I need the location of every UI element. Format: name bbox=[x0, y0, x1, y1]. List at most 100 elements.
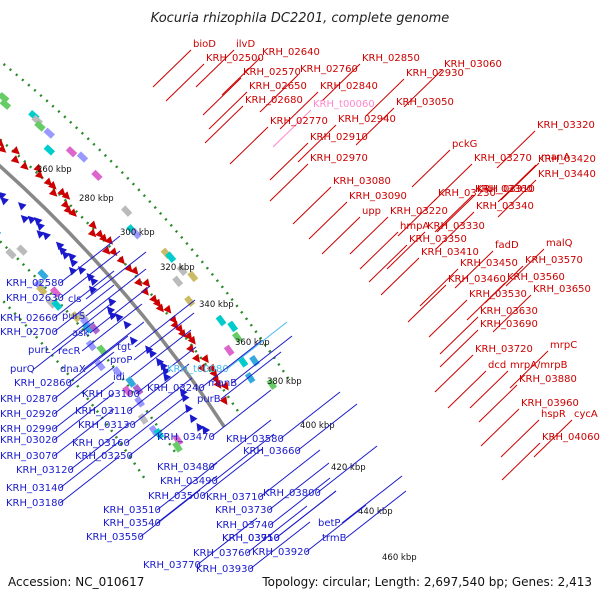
kbp-tick-label: 440 kbp bbox=[358, 507, 393, 517]
forward-label-leader bbox=[359, 231, 399, 270]
reverse-gene-label: KRH_02700 bbox=[0, 327, 58, 338]
forward-gene-mark bbox=[33, 163, 42, 173]
forward-gene-label: pckG bbox=[452, 139, 477, 150]
forward-gene-mark bbox=[0, 144, 7, 153]
forward-label-leader bbox=[403, 69, 443, 108]
forward-gene-label: KRH_03530 bbox=[469, 289, 527, 300]
reverse-label-leader bbox=[53, 351, 115, 400]
forward-feature-tile bbox=[187, 270, 199, 283]
reverse-gene-mark bbox=[179, 387, 188, 397]
forward-gene-mark bbox=[155, 303, 164, 313]
reverse-gene-label: KRH_03540 bbox=[103, 518, 161, 529]
forward-gene-mark bbox=[19, 161, 29, 170]
reverse-gene-mark bbox=[185, 404, 193, 414]
reverse-feature-tile bbox=[51, 299, 63, 311]
reverse-gene-label: KRH_03580 bbox=[226, 434, 284, 445]
forward-gene-mark bbox=[61, 191, 71, 200]
reverse-gene-label: KRH_03750 bbox=[222, 533, 280, 544]
reverse-gene-label: tgt bbox=[117, 342, 131, 353]
forward-gene-label: malQ bbox=[546, 238, 573, 249]
forward-label-leader bbox=[505, 248, 545, 287]
forward-gene-mark bbox=[57, 187, 66, 197]
reverse-label-leader bbox=[226, 321, 288, 370]
reverse-label-leader bbox=[200, 340, 262, 389]
forward-label-leader bbox=[202, 77, 242, 116]
reverse-label-leader bbox=[210, 419, 272, 468]
forward-label-leader bbox=[434, 354, 474, 393]
reverse-gene-label: manB bbox=[208, 378, 237, 389]
forward-label-leader bbox=[292, 186, 332, 225]
forward-feature-tile bbox=[172, 275, 184, 288]
reverse-gene-label: cls bbox=[68, 294, 82, 305]
forward-label-leader bbox=[509, 350, 549, 389]
guide-ring bbox=[0, 59, 293, 384]
reverse-gene-label: KRH_03100 bbox=[82, 389, 140, 400]
reverse-gene-mark bbox=[163, 372, 172, 382]
forward-label-leader bbox=[208, 91, 248, 130]
forward-gene-mark bbox=[63, 205, 72, 214]
forward-label-leader bbox=[386, 231, 426, 270]
kbp-tick-label: 360 kbp bbox=[235, 338, 270, 348]
reverse-label-leader bbox=[231, 335, 293, 384]
forward-label-leader bbox=[419, 268, 459, 307]
forward-label-leader bbox=[501, 442, 541, 481]
reverse-gene-mark bbox=[58, 246, 68, 256]
reverse-feature-tile bbox=[49, 286, 62, 298]
forward-gene-mark bbox=[184, 331, 193, 341]
reverse-gene-mark bbox=[181, 393, 190, 403]
forward-gene-mark bbox=[68, 208, 77, 217]
forward-gene-mark bbox=[163, 304, 172, 314]
forward-label-leader bbox=[297, 124, 337, 163]
forward-gene-mark bbox=[206, 363, 215, 373]
reverse-gene-mark bbox=[36, 222, 45, 231]
forward-gene-mark bbox=[101, 246, 111, 255]
forward-gene-label: KRH_03440 bbox=[538, 169, 596, 180]
reverse-gene-label: KRH_02920 bbox=[0, 409, 58, 420]
reverse-gene-mark bbox=[109, 311, 118, 321]
forward-gene-label: KRH_02500 bbox=[206, 53, 264, 64]
reverse-label-leader bbox=[196, 517, 258, 566]
forward-label-leader bbox=[480, 408, 520, 447]
reverse-label-leader bbox=[305, 504, 367, 553]
reverse-feature-tile bbox=[85, 339, 97, 352]
forward-gene-mark bbox=[186, 344, 195, 353]
reverse-gene-label: KRH_02630 bbox=[6, 293, 64, 304]
forward-gene-label: KRH_02930 bbox=[406, 68, 464, 79]
reverse-label-leader bbox=[156, 475, 218, 524]
forward-gene-mark bbox=[109, 247, 118, 257]
reverse-gene-label: KRH_t00080 bbox=[167, 364, 229, 375]
forward-gene-label: KRH_03320 bbox=[537, 120, 595, 131]
forward-label-leader bbox=[321, 63, 361, 102]
reverse-gene-mark bbox=[189, 414, 198, 424]
forward-gene-label: cycA bbox=[574, 409, 598, 420]
forward-gene-label: KRH_02970 bbox=[310, 153, 368, 164]
forward-label-leader bbox=[497, 164, 537, 203]
reverse-gene-label: KRH_03550 bbox=[86, 532, 144, 543]
forward-gene-label: KRH_02770 bbox=[270, 116, 328, 127]
forward-gene-label: KRH_02940 bbox=[338, 114, 396, 125]
reverse-label-leader bbox=[53, 284, 115, 333]
kbp-tick-label: 380 kbp bbox=[267, 377, 302, 387]
forward-label-leader bbox=[365, 78, 405, 117]
reverse-gene-label: KRH_03500 bbox=[148, 491, 206, 502]
forward-label-leader bbox=[435, 211, 475, 250]
forward-label-leader bbox=[411, 149, 451, 188]
forward-label-leader bbox=[349, 216, 389, 255]
forward-label-leader bbox=[434, 194, 474, 233]
reverse-label-leader bbox=[341, 475, 403, 524]
reverse-gene-mark bbox=[202, 425, 211, 435]
forward-gene-mark bbox=[0, 138, 5, 147]
forward-gene-label: KRH_03720 bbox=[475, 344, 533, 355]
forward-gene-mark bbox=[149, 294, 158, 304]
forward-gene-label: KRH_03460 bbox=[448, 274, 506, 285]
forward-label-leader bbox=[195, 49, 235, 88]
forward-feature-tile bbox=[165, 251, 177, 263]
forward-gene-label: KRH_02840 bbox=[320, 81, 378, 92]
kbp-tick-label: 460 kbp bbox=[382, 553, 417, 563]
forward-label-leader bbox=[221, 57, 261, 96]
forward-gene-mark bbox=[211, 374, 220, 384]
reverse-gene-label: KRH_03160 bbox=[72, 438, 130, 449]
forward-gene-label: dcd bbox=[488, 360, 506, 371]
reverse-gene-mark bbox=[33, 217, 43, 226]
